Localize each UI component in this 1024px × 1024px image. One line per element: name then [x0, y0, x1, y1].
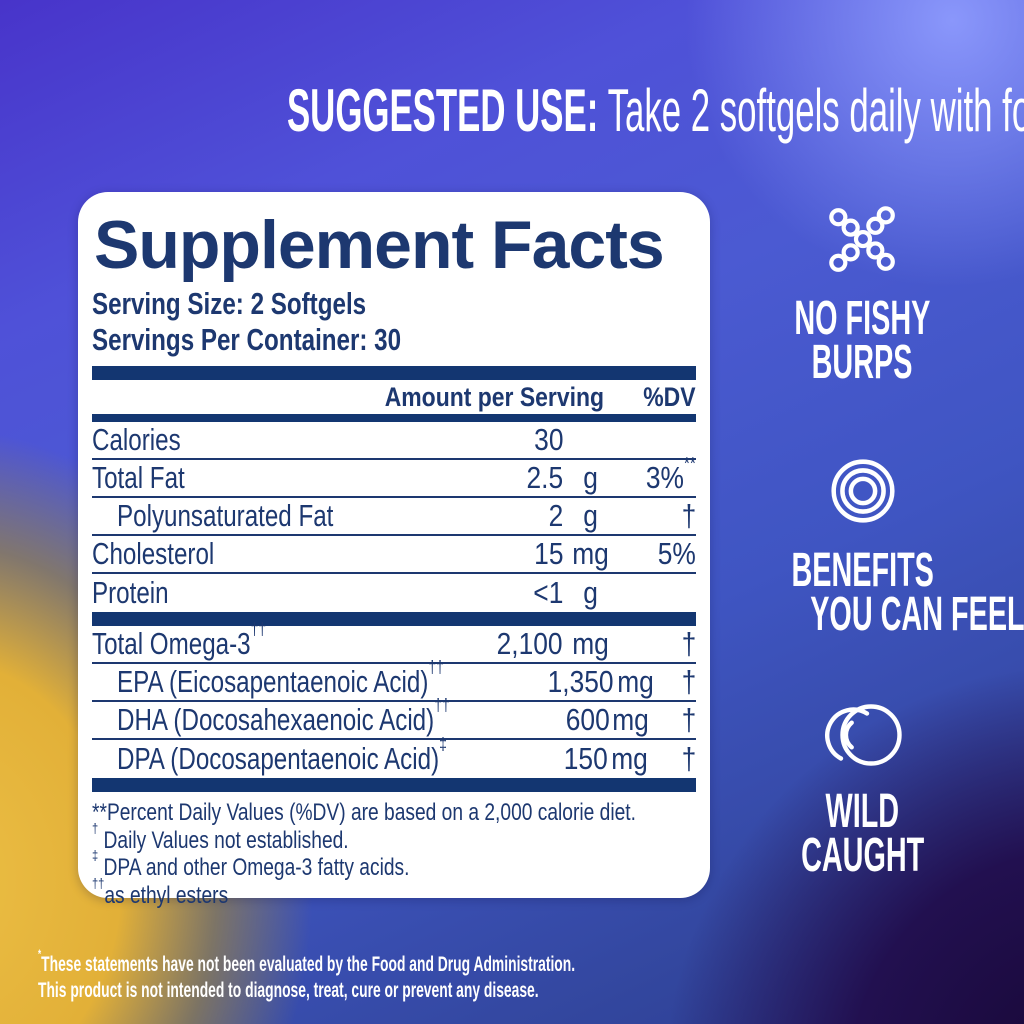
suggested-use-text: Take 2 softgels daily with food. — [607, 77, 1024, 144]
concentric-rings-icon — [830, 459, 895, 523]
nutrient-unit: mg — [617, 664, 654, 699]
table-row: Total Fat 2.5 g 3%** — [92, 453, 696, 498]
nutrient-dv: † — [681, 702, 696, 737]
divider-bar — [92, 778, 696, 792]
badge-benefits-you-can-feel: BENEFITS YOU CAN FEEL* — [735, 455, 1024, 641]
table-row: Total Omega-3†† 2,100 mg † — [92, 619, 696, 664]
nutrient-dv: † — [681, 741, 696, 776]
nutrient-name: DPA (Docosapentaenoic Acid)‡ — [117, 734, 447, 776]
nutrient-name: DHA (Docosahexaenoic Acid)†† — [117, 695, 450, 737]
footnotes: **Percent Daily Values (%DV) are based o… — [92, 799, 696, 909]
table-header-row: Amount per Serving %DV — [92, 380, 696, 414]
overlapping-rings-icon — [824, 704, 902, 766]
nutrient-amount: 15 — [533, 536, 563, 571]
nutrient-name: Cholesterol — [92, 536, 215, 571]
suggested-use-label: SUGGESTED USE: — [286, 77, 599, 144]
nutrient-unit: g — [583, 460, 598, 495]
nutrient-dv: † — [681, 498, 696, 533]
supplement-facts-panel: Supplement Facts Serving Size: 2 Softgel… — [78, 192, 710, 909]
footnote-line: ††as ethyl esters — [92, 874, 229, 909]
table-row: Cholesterol 15 mg 5% — [92, 536, 696, 574]
nutrient-name: Total Omega-3†† — [92, 619, 267, 661]
nutrient-dv: † — [681, 626, 696, 661]
footnote-line: ‡ DPA and other Omega-3 fatty acids. — [92, 847, 410, 881]
divider-bar — [92, 612, 696, 626]
badge-no-fishy-burps: NO FISHY BURPS — [735, 203, 990, 389]
nutrient-amount: 2.5 — [526, 460, 563, 495]
fda-disclaimer: *These statements have not been evaluate… — [38, 946, 576, 1004]
badge-wild-caught: WILD CAUGHT — [735, 698, 990, 882]
badge-label: NO FISHY BURPS — [794, 292, 931, 389]
nutrient-dv: 5% — [657, 536, 696, 571]
suggested-use-heading: SUGGESTED USE: Take 2 softgels daily with… — [0, 80, 1024, 142]
footnote-line: **Percent Daily Values (%DV) are based o… — [92, 799, 636, 826]
nutrient-amount: 1,350 — [547, 664, 614, 699]
omega3-table: Total Omega-3†† 2,100 mg † EPA (Eicosape… — [92, 619, 696, 778]
nutrient-unit: mg — [612, 702, 650, 737]
badge-label: WILD CAUGHT — [800, 785, 925, 882]
nutrient-unit: g — [583, 498, 598, 533]
nutrient-table: Calories 30 Total Fat 2.5 g 3%** Polyuns… — [92, 422, 696, 612]
disclaimer-line-1: *These statements have not been evaluate… — [38, 946, 576, 976]
nutrient-amount: 600 — [565, 702, 610, 737]
nutrient-name: Calories — [92, 422, 181, 457]
bubbles-x-icon — [828, 206, 895, 272]
nutrient-unit: mg — [572, 536, 609, 571]
nutrient-amount: 150 — [564, 741, 608, 776]
table-row: EPA (Eicosapentaenoic Acid)†† 1,350 mg † — [92, 657, 696, 702]
table-row: Polyunsaturated Fat 2 g † — [92, 498, 696, 536]
badge-label: BENEFITS YOU CAN FEEL* — [791, 544, 1024, 641]
nutrient-name: EPA (Eicosapentaenoic Acid)†† — [117, 657, 444, 699]
nutrient-dv: † — [681, 664, 696, 699]
nutrient-unit: g — [583, 575, 598, 610]
percent-dv-header: %DV — [643, 381, 696, 412]
nutrient-amount: 2,100 — [497, 626, 563, 661]
nutrient-dv: 3%** — [646, 453, 696, 495]
footnote-line: † Daily Values not established. — [92, 819, 349, 854]
nutrient-unit: mg — [611, 741, 648, 776]
servings-per-container: Servings Per Container: 30 — [92, 322, 402, 357]
panel-title: Supplement Facts — [94, 207, 665, 283]
divider-bar — [92, 414, 696, 422]
nutrient-amount: <1 — [532, 575, 563, 610]
nutrient-dv — [618, 575, 696, 611]
divider-bar — [92, 366, 696, 380]
nutrient-name: Total Fat — [92, 460, 185, 495]
table-row: Protein <1 g — [92, 574, 696, 612]
table-row: DHA (Docosahexaenoic Acid)†† 600 mg † — [92, 695, 696, 740]
nutrient-unit: mg — [572, 626, 609, 661]
table-row: DPA (Docosapentaenoic Acid)‡ 150 mg † — [92, 734, 696, 778]
nutrient-amount: 2 — [548, 498, 563, 533]
nutrient-name: Polyunsaturated Fat — [117, 498, 334, 533]
disclaimer-line-2: This product is not intended to diagnose… — [38, 979, 539, 1002]
amount-per-serving-header: Amount per Serving — [384, 381, 604, 412]
nutrient-name: Protein — [92, 575, 169, 610]
nutrient-unit — [563, 422, 618, 458]
serving-size: Serving Size: 2 Softgels — [92, 286, 367, 321]
nutrient-amount: 30 — [533, 422, 563, 457]
table-row: Calories 30 — [92, 422, 696, 460]
